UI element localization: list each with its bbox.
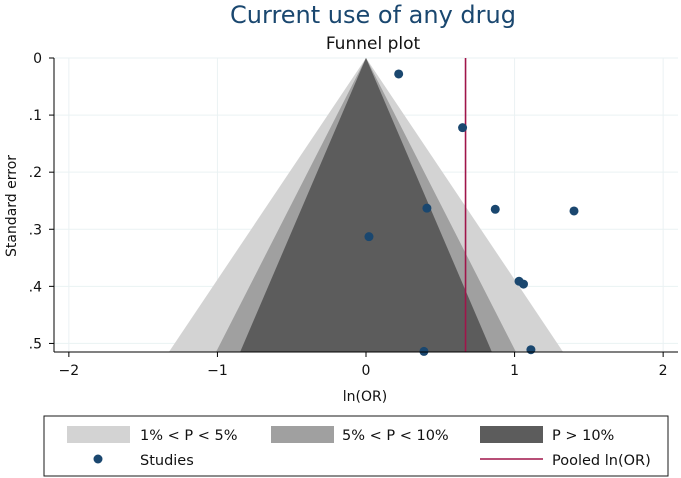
x-tick-label: 1 xyxy=(510,363,519,379)
y-tick-label: 0 xyxy=(33,51,42,67)
legend-label-contour-1: 1% < P < 5% xyxy=(140,428,238,444)
study-point xyxy=(526,345,536,355)
y-axis-label: Standard error xyxy=(4,155,20,257)
y-tick-label: .1 xyxy=(29,108,42,124)
legend: 1% < P < 5% 5% < P < 10% P > 10% Studies… xyxy=(43,415,669,477)
x-tick-label: −1 xyxy=(207,363,228,379)
study-points xyxy=(364,69,579,356)
chart-title: Current use of any drug xyxy=(230,1,516,29)
contour-region-3 xyxy=(240,58,492,352)
study-point xyxy=(458,123,468,133)
plot-area: −2 −1 0 1 2 0 .1 .2 .3 .4 .5 xyxy=(29,51,678,379)
study-point xyxy=(518,279,528,289)
x-axis-label: ln(OR) xyxy=(343,389,387,405)
y-tick-label: .4 xyxy=(29,279,42,295)
y-tick-label: .2 xyxy=(29,165,42,181)
study-point xyxy=(422,203,432,213)
legend-swatch-contour-1 xyxy=(67,426,130,443)
legend-swatch-contour-3 xyxy=(480,426,543,443)
study-point xyxy=(364,232,374,242)
significance-contours xyxy=(168,58,564,352)
legend-swatch-contour-2 xyxy=(271,426,334,443)
x-tick-label: 2 xyxy=(659,363,668,379)
study-point xyxy=(490,204,500,214)
legend-label-contour-2: 5% < P < 10% xyxy=(342,428,449,444)
axes: −2 −1 0 1 2 0 .1 .2 .3 .4 .5 xyxy=(29,51,678,379)
y-tick-label: .5 xyxy=(29,336,42,352)
study-point xyxy=(569,206,579,216)
legend-label-contour-3: P > 10% xyxy=(552,428,614,444)
chart-subtitle: Funnel plot xyxy=(326,34,421,54)
x-tick-label: 0 xyxy=(362,363,371,379)
study-point xyxy=(419,346,429,356)
study-point xyxy=(394,69,404,79)
legend-box xyxy=(43,415,669,477)
y-tick-label: .3 xyxy=(29,222,42,238)
x-tick-label: −2 xyxy=(59,363,80,379)
legend-marker-studies xyxy=(93,454,103,464)
legend-label-studies: Studies xyxy=(140,453,194,469)
legend-label-pooled: Pooled ln(OR) xyxy=(552,453,651,469)
